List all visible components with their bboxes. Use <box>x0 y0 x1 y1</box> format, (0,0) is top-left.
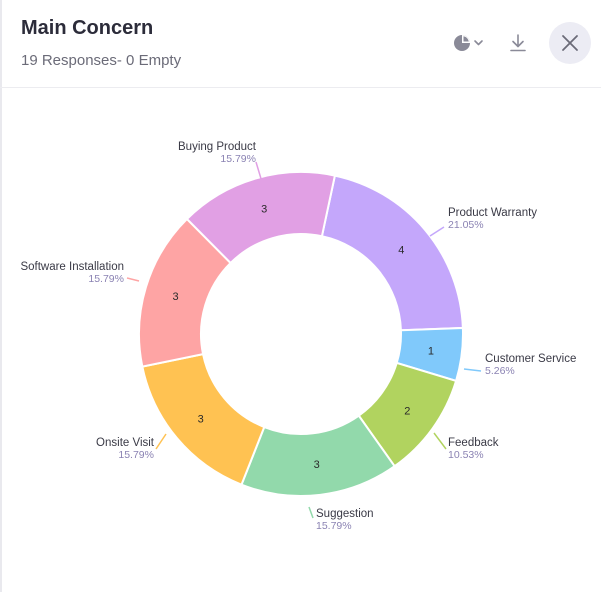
slice-label-onsite-visit: Onsite Visit <box>96 437 155 449</box>
leader-line-customer-service <box>463 368 482 372</box>
leader-line-buying-product <box>255 161 263 183</box>
slice-percent-onsite-visit: 15.79% <box>118 449 154 461</box>
close-button[interactable] <box>549 22 591 64</box>
download-icon <box>510 34 526 52</box>
slice-buying-product[interactable] <box>185 171 337 265</box>
leader-line-suggestion <box>308 506 314 519</box>
slice-value-suggestion: 3 <box>314 459 320 471</box>
slice-label-feedback: Feedback <box>448 437 499 449</box>
leader-line-feedback <box>433 432 447 450</box>
slice-percent-software-installation: 15.79% <box>88 273 124 285</box>
chart-type-button[interactable] <box>452 32 486 54</box>
slice-percent-buying-product: 15.79% <box>220 153 256 165</box>
slice-label-buying-product: Buying Product <box>178 141 257 153</box>
slice-value-software-installation: 3 <box>173 291 179 303</box>
slice-value-product-warranty: 4 <box>398 245 404 257</box>
slice-product-warranty[interactable] <box>320 174 464 332</box>
slice-label-suggestion: Suggestion <box>316 508 374 520</box>
panel-left-border <box>0 0 2 592</box>
response-count: 19 Responses- 0 Empty <box>21 52 182 69</box>
slice-percent-product-warranty: 21.05% <box>448 219 484 231</box>
slice-value-feedback: 2 <box>404 406 410 418</box>
download-button[interactable] <box>507 32 529 54</box>
slice-value-customer-service: 1 <box>428 346 434 358</box>
leader-line-product-warranty <box>429 226 445 237</box>
slice-label-software-installation: Software Installation <box>20 261 124 273</box>
slice-percent-customer-service: 5.26% <box>485 365 515 377</box>
leader-line-software-installation <box>126 277 140 282</box>
pie-chart-icon <box>454 35 483 51</box>
page-title: Main Concern <box>21 17 154 39</box>
leader-line-onsite-visit <box>155 433 167 450</box>
panel-header: Main Concern 19 Responses- 0 Empty <box>0 0 601 88</box>
slice-label-customer-service: Customer Service <box>485 353 576 365</box>
slice-label-product-warranty: Product Warranty <box>448 207 537 219</box>
chart-area: 4 Product Warranty 21.05% 1 Customer Service… <box>0 88 601 592</box>
close-icon <box>562 35 578 51</box>
slice-percent-feedback: 10.53% <box>448 449 484 461</box>
slice-value-onsite-visit: 3 <box>198 413 204 425</box>
slice-value-buying-product: 3 <box>261 203 267 215</box>
slice-percent-suggestion: 15.79% <box>316 520 352 532</box>
